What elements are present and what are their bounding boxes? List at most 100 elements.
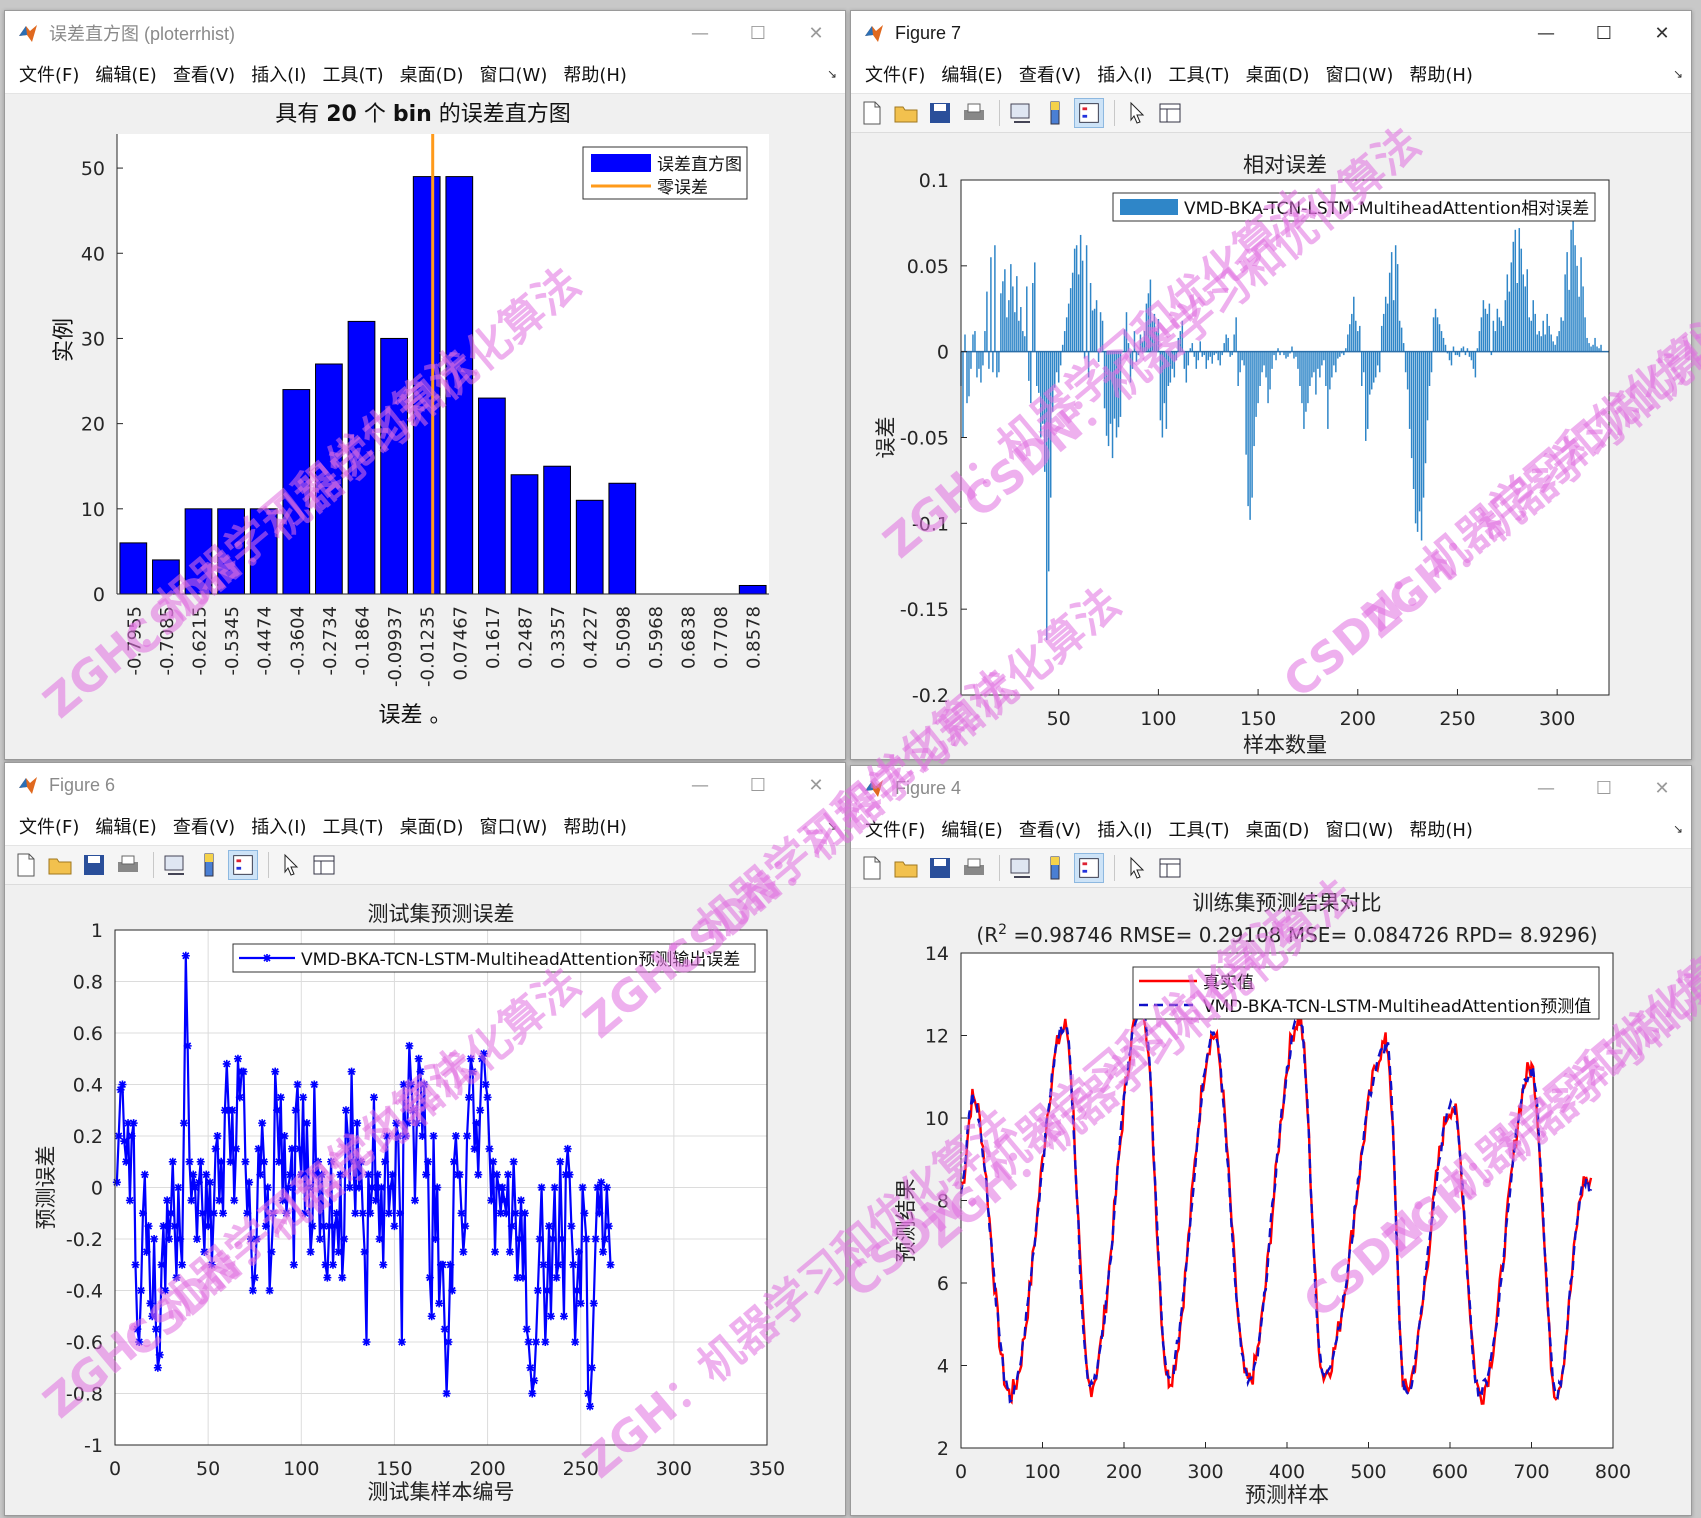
legend-box: [1132, 966, 1600, 1020]
menu-insert[interactable]: 插入(I): [251, 65, 307, 86]
error-point: [396, 1209, 405, 1218]
minimize-button[interactable]: —: [1537, 777, 1555, 799]
minimize-button[interactable]: —: [691, 22, 709, 44]
legend-icon: [1079, 858, 1099, 878]
legend-button[interactable]: [228, 850, 258, 880]
title-bar[interactable]: Figure 4 — ☐ ✕: [851, 766, 1691, 810]
save-button[interactable]: [925, 853, 955, 883]
close-button[interactable]: ✕: [1654, 22, 1670, 44]
menu-view[interactable]: 查看(V): [172, 65, 236, 86]
minimize-button[interactable]: —: [691, 774, 709, 796]
minimize-button[interactable]: —: [1537, 22, 1555, 44]
menu-window[interactable]: 窗口(W): [1325, 65, 1394, 86]
pointer-button[interactable]: [1121, 98, 1151, 128]
close-button[interactable]: ✕: [808, 774, 824, 796]
link-plot-button[interactable]: [1006, 853, 1036, 883]
menu-file[interactable]: 文件(F): [19, 817, 80, 838]
new-file-button[interactable]: [857, 853, 887, 883]
title-bar[interactable]: 误差直方图 (ploterrhist) — ☐ ✕: [5, 11, 845, 55]
menu-edit[interactable]: 编辑(E): [941, 820, 1003, 841]
menu-help[interactable]: 帮助(H): [563, 65, 627, 86]
maximize-button[interactable]: ☐: [749, 774, 767, 796]
print-button[interactable]: [959, 853, 989, 883]
new-file-button[interactable]: [11, 850, 41, 880]
maximize-button[interactable]: ☐: [749, 22, 767, 44]
open-folder-button[interactable]: [891, 98, 921, 128]
error-point: [388, 1170, 397, 1179]
maximize-button[interactable]: ☐: [1595, 22, 1613, 44]
menu-help[interactable]: 帮助(H): [1409, 820, 1473, 841]
new-file-button[interactable]: [857, 98, 887, 128]
error-point: [597, 1178, 606, 1187]
menu-tools[interactable]: 工具(T): [322, 65, 384, 86]
menu-desktop[interactable]: 桌面(D): [1245, 820, 1310, 841]
figure4-window[interactable]: Figure 4 — ☐ ✕ 文件(F) 编辑(E) 查看(V) 插入(I) 工…: [850, 765, 1692, 1516]
link-plot-button[interactable]: [160, 850, 190, 880]
menu-file[interactable]: 文件(F): [865, 65, 926, 86]
close-button[interactable]: ✕: [808, 22, 824, 44]
error-point: [479, 1049, 488, 1058]
open-folder-button[interactable]: [45, 850, 75, 880]
colorbar-button[interactable]: [1040, 853, 1070, 883]
title-bar[interactable]: Figure 7 — ☐ ✕: [851, 11, 1691, 55]
figure7-window[interactable]: Figure 7 — ☐ ✕ 文件(F) 编辑(E) 查看(V) 插入(I) 工…: [850, 10, 1692, 760]
pointer-button[interactable]: [275, 850, 305, 880]
menu-insert[interactable]: 插入(I): [1097, 65, 1153, 86]
dock-arrow-icon[interactable]: ↘: [1672, 822, 1683, 836]
menu-help[interactable]: 帮助(H): [1409, 65, 1473, 86]
menu-view[interactable]: 查看(V): [1018, 65, 1082, 86]
menu-tools[interactable]: 工具(T): [1168, 65, 1230, 86]
x-tick-label: 800: [1595, 1461, 1631, 1483]
menu-desktop[interactable]: 桌面(D): [399, 817, 464, 838]
colorbar-button[interactable]: [1040, 98, 1070, 128]
menu-edit[interactable]: 编辑(E): [941, 65, 1003, 86]
dock-arrow-icon[interactable]: ↘: [826, 819, 837, 833]
histogram-bar: [543, 465, 571, 595]
y-tick-label: 0.4: [73, 1075, 103, 1097]
menu-desktop[interactable]: 桌面(D): [399, 65, 464, 86]
error-point: [446, 1260, 455, 1269]
maximize-button[interactable]: ☐: [1595, 777, 1613, 799]
menu-window[interactable]: 窗口(W): [479, 65, 548, 86]
property-editor-button[interactable]: [309, 850, 339, 880]
figure6-window[interactable]: Figure 6 — ☐ ✕ 文件(F) 编辑(E) 查看(V) 插入(I) 工…: [4, 762, 846, 1516]
close-button[interactable]: ✕: [1654, 777, 1670, 799]
menu-bar: 文件(F) 编辑(E) 查看(V) 插入(I) 工具(T) 桌面(D) 窗口(W…: [5, 55, 845, 94]
menu-window[interactable]: 窗口(W): [479, 817, 548, 838]
menu-edit[interactable]: 编辑(E): [95, 65, 157, 86]
menu-window[interactable]: 窗口(W): [1325, 820, 1394, 841]
save-button[interactable]: [79, 850, 109, 880]
menu-desktop[interactable]: 桌面(D): [1245, 65, 1310, 86]
colorbar-button[interactable]: [194, 850, 224, 880]
menu-tools[interactable]: 工具(T): [1168, 820, 1230, 841]
menu-insert[interactable]: 插入(I): [1097, 820, 1153, 841]
x-tick-label: -0.4474: [255, 606, 276, 675]
save-button[interactable]: [925, 98, 955, 128]
open-folder-button[interactable]: [891, 853, 921, 883]
error-point: [226, 1157, 235, 1166]
link-plot-button[interactable]: [1006, 98, 1036, 128]
dock-arrow-icon[interactable]: ↘: [826, 67, 837, 81]
histogram-window[interactable]: 误差直方图 (ploterrhist) — ☐ ✕ 文件(F) 编辑(E) 查看…: [4, 10, 846, 760]
menu-insert[interactable]: 插入(I): [251, 817, 307, 838]
dock-arrow-icon[interactable]: ↘: [1672, 67, 1683, 81]
menu-view[interactable]: 查看(V): [1018, 820, 1082, 841]
property-editor-button[interactable]: [1155, 98, 1185, 128]
menu-edit[interactable]: 编辑(E): [95, 817, 157, 838]
error-point: [552, 1273, 561, 1282]
error-point: [230, 1196, 239, 1205]
title-bar[interactable]: Figure 6 — ☐ ✕: [5, 763, 845, 807]
menu-help[interactable]: 帮助(H): [563, 817, 627, 838]
error-point: [150, 1235, 159, 1243]
print-button[interactable]: [959, 98, 989, 128]
menu-file[interactable]: 文件(F): [865, 820, 926, 841]
print-button[interactable]: [113, 850, 143, 880]
legend-button[interactable]: [1074, 98, 1104, 128]
pointer-button[interactable]: [1121, 853, 1151, 883]
menu-file[interactable]: 文件(F): [19, 65, 80, 86]
menu-bar: 文件(F) 编辑(E) 查看(V) 插入(I) 工具(T) 桌面(D) 窗口(W…: [5, 807, 845, 846]
menu-view[interactable]: 查看(V): [172, 817, 236, 838]
legend-button[interactable]: [1074, 853, 1104, 883]
menu-tools[interactable]: 工具(T): [322, 817, 384, 838]
property-editor-button[interactable]: [1155, 853, 1185, 883]
